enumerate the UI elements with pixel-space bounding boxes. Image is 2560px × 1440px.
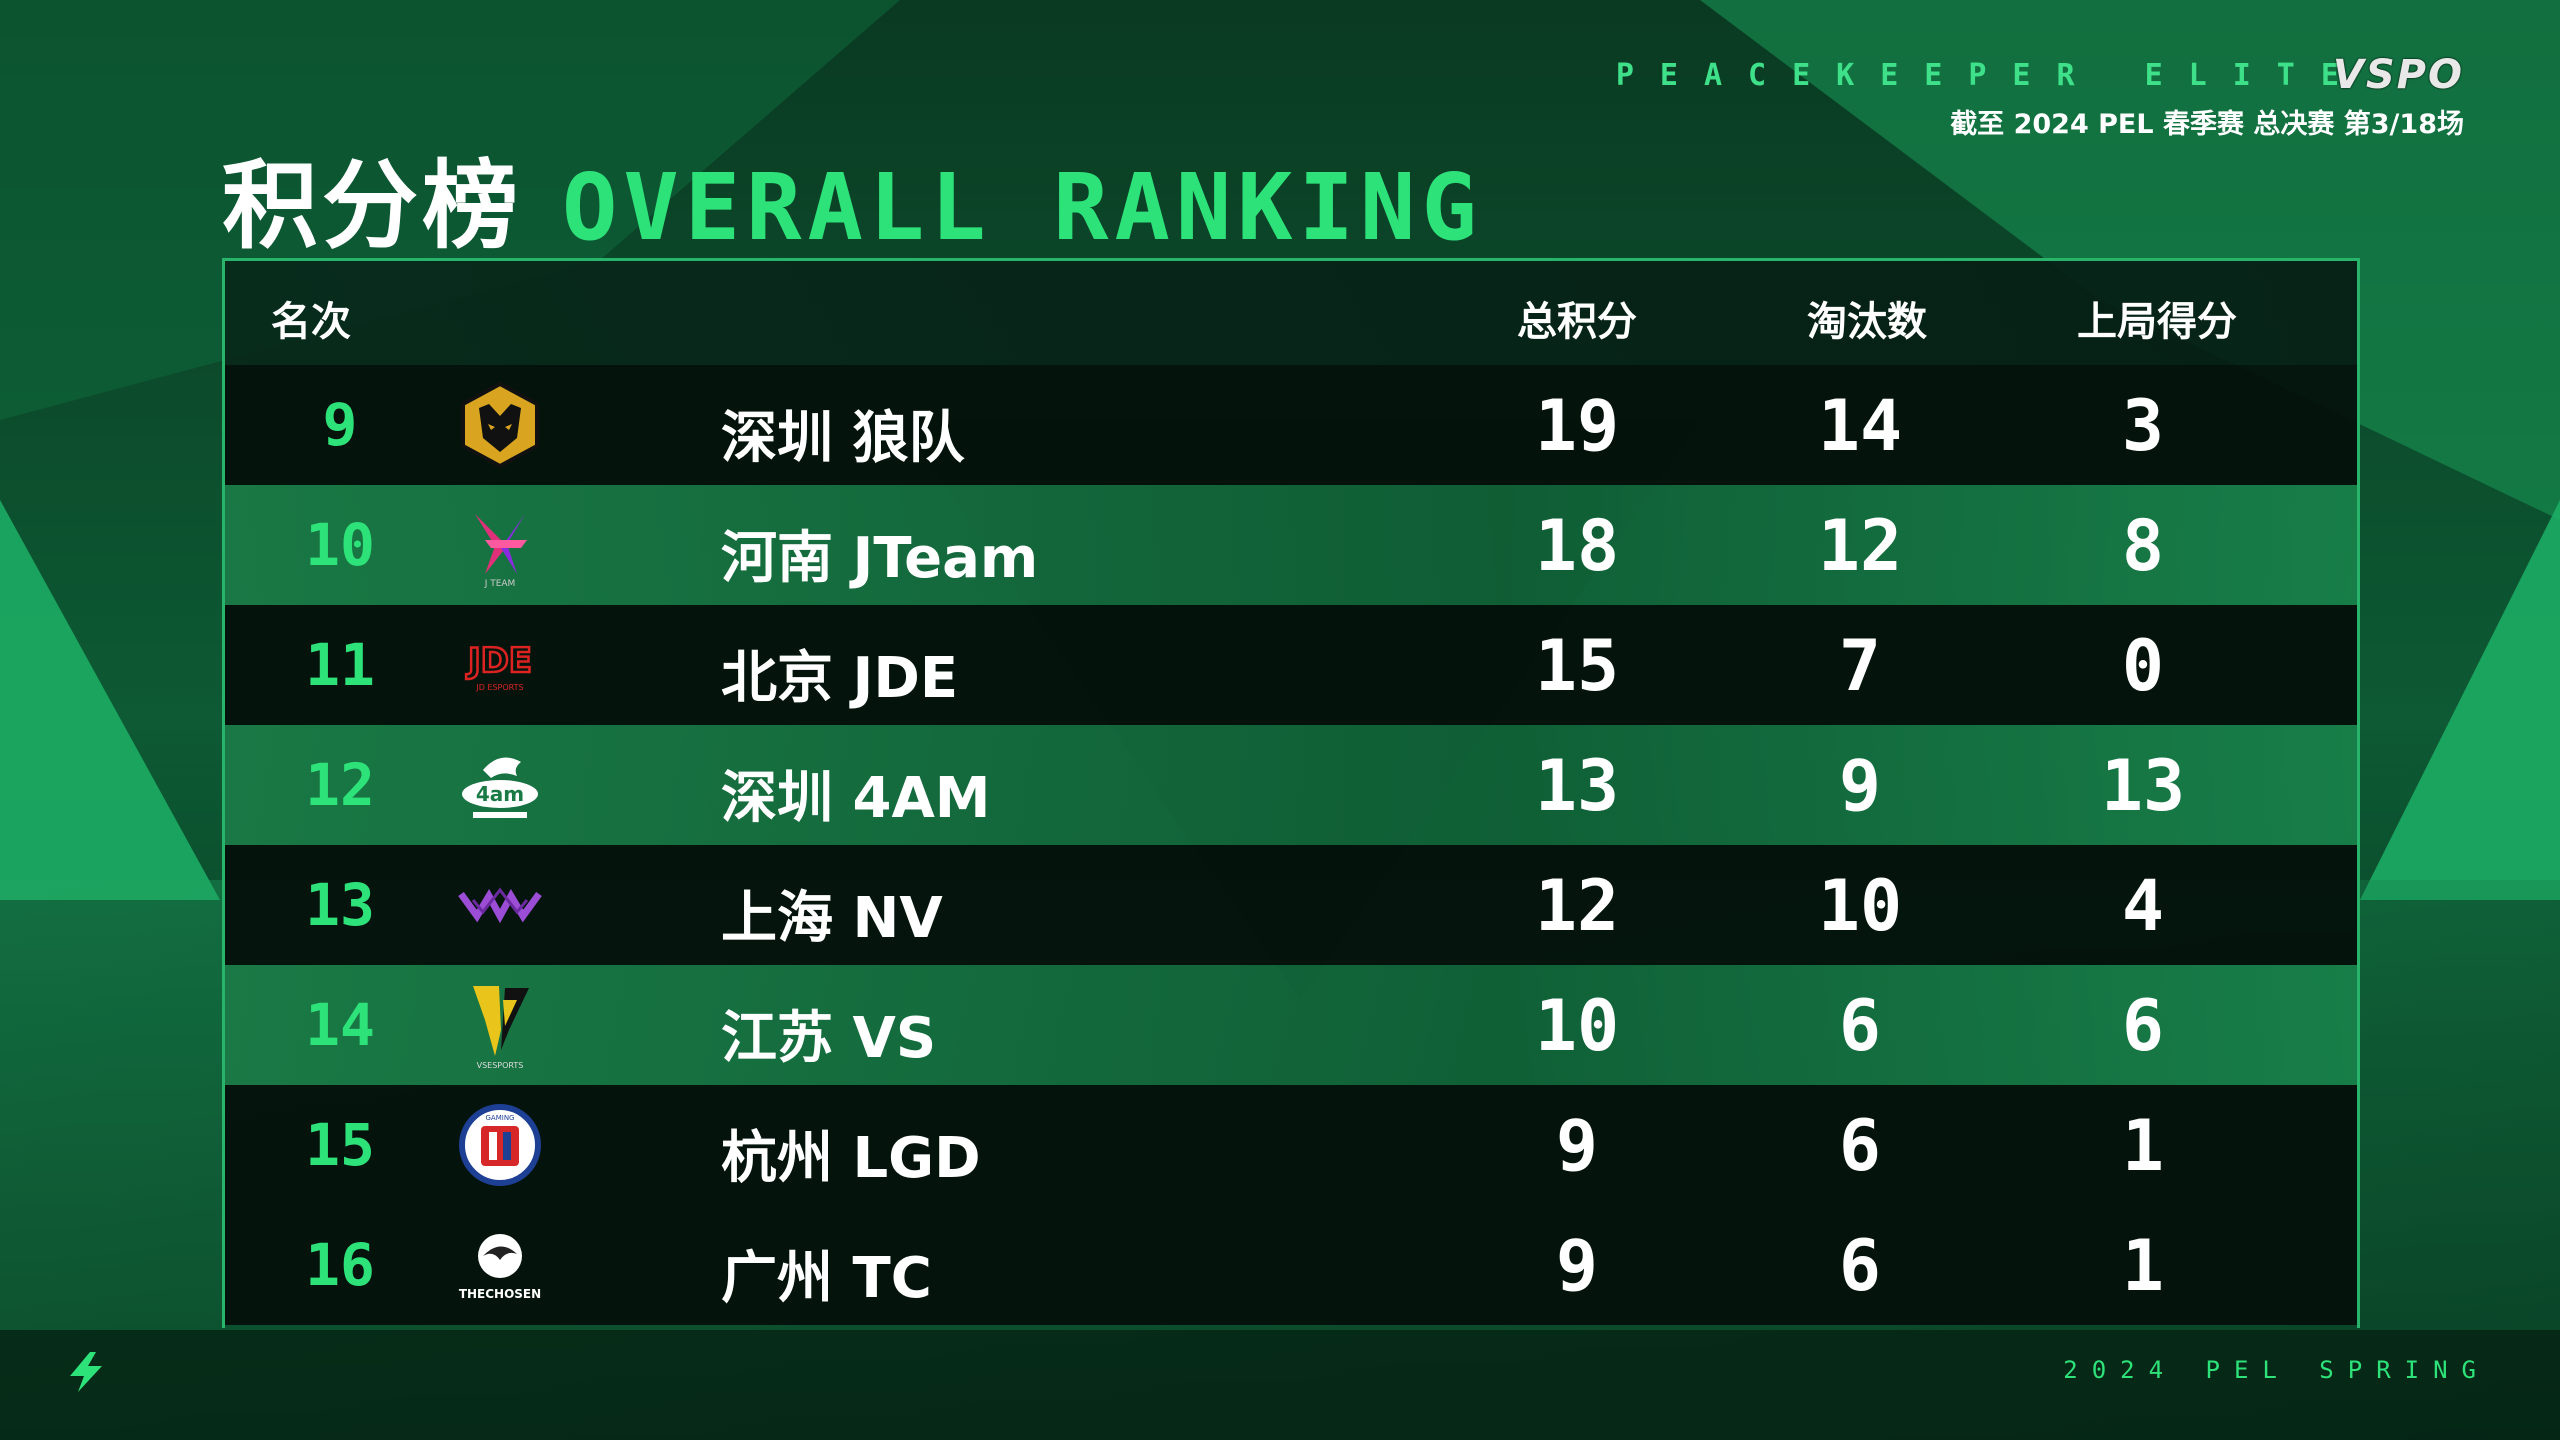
jteam-logo-icon: J TEAM: [475, 514, 527, 589]
team-name: 深圳 4AM: [721, 766, 991, 831]
last-match-points: 8: [2121, 505, 2165, 587]
kills: 12: [1817, 505, 1903, 587]
table-row: 10 J TEAM 河南 JTeam 18 12 8: [225, 485, 2357, 605]
footer-label: 2024 PEL SPRING: [2063, 1356, 2490, 1384]
total-points: 12: [1534, 865, 1620, 947]
lightning-bolt-icon: [70, 1352, 102, 1392]
total-points: 19: [1534, 385, 1620, 467]
svg-text:THECHOSEN: THECHOSEN: [459, 1287, 541, 1301]
vspo-logo: VSPO: [2332, 52, 2464, 98]
last-match-points: 4: [2121, 865, 2165, 947]
svg-text:VSESPORTS: VSESPORTS: [477, 1061, 524, 1070]
rank-cell: 10: [305, 511, 375, 579]
last-match-points: 0: [2121, 625, 2165, 707]
rank-cell: 16: [305, 1231, 375, 1299]
last-match-points: 13: [2100, 745, 2186, 827]
lgd-logo-icon: GAMING: [459, 1104, 541, 1186]
team-name: 河南 JTeam: [721, 526, 1039, 591]
table-row: 16 THECHOSEN 广州 TC 9 6 1: [225, 1205, 2357, 1325]
team-name: 北京 JDE: [721, 646, 959, 711]
svg-text:GAMING: GAMING: [486, 1114, 515, 1122]
total-points: 18: [1534, 505, 1620, 587]
header-last-match-points: 上局得分: [2077, 299, 2237, 345]
kills: 10: [1817, 865, 1903, 947]
page-title: 积分榜 OVERALL RANKING: [222, 128, 1483, 267]
total-points: 10: [1534, 985, 1620, 1067]
rank-cell: 14: [305, 991, 375, 1059]
table-row: 9 深圳 狼队 19 14 3: [225, 365, 2357, 485]
top-right-branding: PEACEKEEPER ELITE VSPO 截至 2024 PEL 春季赛 总…: [1616, 52, 2464, 141]
table-row: 13 上海 NV 12 10 4: [225, 845, 2357, 965]
total-points: 9: [1555, 1225, 1599, 1307]
svg-text:JD ESPORTS: JD ESPORTS: [475, 683, 523, 692]
4am-logo-icon: 4am: [462, 757, 538, 818]
team-name: 杭州 LGD: [721, 1126, 981, 1191]
kills: 6: [1838, 1105, 1882, 1187]
total-points: 9: [1555, 1105, 1599, 1187]
header-total-points: 总积分: [1517, 299, 1637, 345]
kills: 6: [1838, 1225, 1882, 1307]
last-match-points: 6: [2121, 985, 2165, 1067]
last-match-points: 1: [2121, 1225, 2165, 1307]
table-row: 14 VSESPORTS 江苏 VS 10 6 6: [225, 965, 2357, 1085]
match-progress-subtitle: 截至 2024 PEL 春季赛 总决赛 第3/18场: [1950, 109, 2464, 140]
total-points: 13: [1534, 745, 1620, 827]
title-en: OVERALL RANKING: [562, 154, 1483, 261]
kills: 9: [1838, 745, 1882, 827]
rank-cell: 9: [322, 391, 358, 459]
table-header: 名次 总积分 淘汰数 上局得分: [225, 261, 2357, 365]
wolves-logo-icon: [461, 381, 539, 469]
rank-cell: 11: [305, 631, 375, 699]
svg-text:JDE: JDE: [466, 641, 532, 681]
table-row: 15 GAMING 杭州 LGD 9 6 1: [225, 1085, 2357, 1205]
rank-cell: 13: [305, 871, 375, 939]
kills: 14: [1817, 385, 1903, 467]
vs-logo-icon: VSESPORTS: [473, 986, 529, 1070]
table-row: 12 4am 深圳 4AM 13 9 13: [225, 725, 2357, 845]
tagline: PEACEKEEPER ELITE: [1615, 57, 2365, 93]
jde-logo-icon: JDE JD ESPORTS: [465, 640, 534, 692]
nv-logo-icon: [458, 887, 542, 924]
kills: 7: [1838, 625, 1882, 707]
table-row: 11 JDE JD ESPORTS 北京 JDE 15 7 0: [225, 605, 2357, 725]
team-name: 江苏 VS: [721, 1006, 937, 1071]
last-match-points: 1: [2121, 1105, 2165, 1187]
last-match-points: 3: [2121, 385, 2165, 467]
header-rank: 名次: [271, 299, 351, 345]
svg-text:J TEAM: J TEAM: [484, 579, 516, 589]
team-name: 上海 NV: [721, 886, 943, 951]
rank-cell: 12: [305, 751, 375, 819]
rank-cell: 15: [305, 1111, 375, 1179]
kills: 6: [1838, 985, 1882, 1067]
brand-row: PEACEKEEPER ELITE VSPO: [1616, 52, 2464, 98]
team-name: 深圳 狼队: [721, 406, 965, 471]
svg-text:4am: 4am: [476, 782, 524, 806]
total-points: 15: [1534, 625, 1620, 707]
ranking-table: 名次 总积分 淘汰数 上局得分 9 深圳 狼队 19 14 3 10 J TEA…: [222, 258, 2360, 1328]
title-cn: 积分榜: [222, 150, 522, 262]
tc-logo-icon: THECHOSEN: [459, 1234, 541, 1301]
team-name: 广州 TC: [721, 1246, 932, 1311]
header-kills: 淘汰数: [1807, 299, 1927, 345]
